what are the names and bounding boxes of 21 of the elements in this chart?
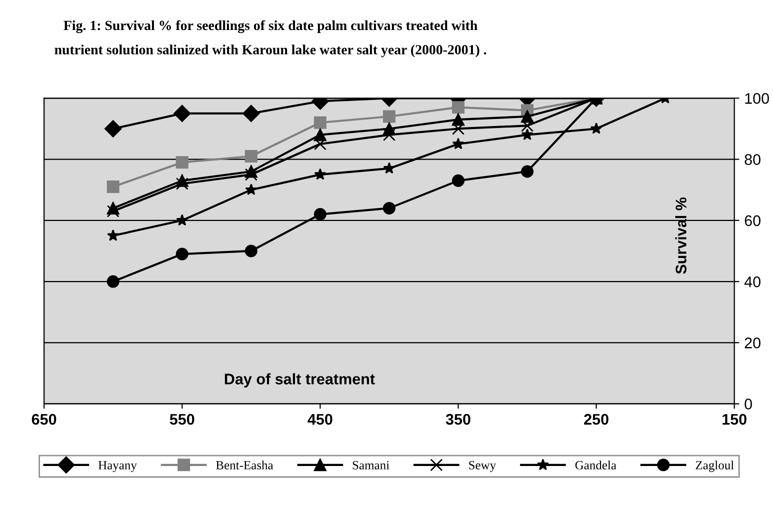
legend-label: Bent-Easha bbox=[216, 460, 274, 470]
y-axis-title: Survival % bbox=[675, 197, 686, 274]
y-tick-label: 100 bbox=[745, 93, 769, 104]
x-tick-label: 350 bbox=[446, 414, 470, 425]
legend-label: Hayany bbox=[98, 461, 137, 472]
x-tick-label: 550 bbox=[170, 414, 194, 425]
y-tick-label: 0 bbox=[744, 398, 752, 410]
x-tick-label: 150 bbox=[722, 414, 746, 425]
legend-label: Gandela bbox=[575, 460, 616, 470]
legend-label: Samani bbox=[352, 461, 390, 470]
y-tick-label: 40 bbox=[744, 276, 760, 288]
legend-label: Sewy bbox=[469, 461, 496, 472]
y-tick-label: 80 bbox=[744, 154, 760, 165]
x-tick-label: 450 bbox=[308, 414, 332, 425]
x-tick-label: 250 bbox=[584, 414, 608, 425]
x-axis-title: Day of salt treatment bbox=[224, 373, 375, 388]
y-tick-label: 20 bbox=[744, 338, 760, 348]
chart-title: Fig. 1: Survival % for seedlings of six date palm cultivars treated with nutrient solution salinized with Karoun lake water salt year (2000-2001) . bbox=[54, 20, 486, 58]
legend-label: Zagloul bbox=[696, 460, 734, 472]
x-tick-label: 650 bbox=[32, 414, 56, 425]
y-tick-label: 60 bbox=[744, 215, 760, 226]
